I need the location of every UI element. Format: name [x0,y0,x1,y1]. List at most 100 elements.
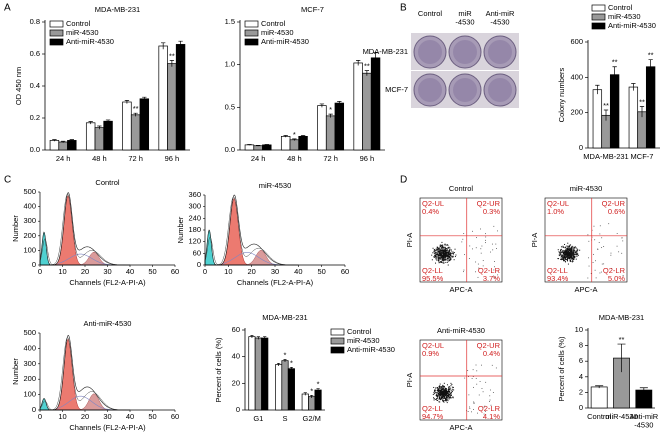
quadrant-name: Q2-UL [547,199,569,208]
s-phase [57,253,117,266]
dot [438,401,440,403]
dot [450,255,452,257]
dot [444,389,446,391]
dot [440,393,442,395]
error-bar [277,362,281,366]
y-tick-label: 300 [23,216,36,225]
dot [570,250,572,252]
well-inner [488,40,512,64]
dot [449,256,451,258]
dot [475,271,477,273]
dot [446,402,448,404]
dot [480,228,481,230]
y-tick-label: 0 [197,260,201,269]
dot [567,256,569,258]
dot [608,223,610,225]
dot [443,389,445,391]
dot [564,257,566,259]
dot [572,257,574,259]
dot [444,248,446,250]
dot [567,242,569,244]
dot [443,246,445,248]
dot [565,254,567,256]
dot [445,399,447,401]
dot [447,254,449,256]
significance: * [317,380,320,389]
y-tick-label: 1.5 [225,17,235,26]
x-tick-label: 24 h [251,154,266,163]
dot [442,395,444,397]
x-tick-label: 50 [317,267,325,276]
dot [446,394,448,396]
dot [440,246,442,248]
dot [442,254,444,256]
dot [622,275,624,276]
dot [442,393,444,395]
dot [444,247,446,249]
dot [444,257,446,259]
dot [445,250,447,252]
dot [439,247,441,249]
plot-frame [419,197,503,283]
dot [434,391,436,393]
dot [442,252,444,254]
error-bar [300,135,306,138]
dot [568,250,570,252]
bar [158,45,168,151]
dot [439,391,441,393]
dot [448,394,450,396]
dot [492,392,494,393]
dot [569,252,571,254]
x-axis-label: Channels (FL2-A-PI-A) [237,278,314,287]
dot [568,244,570,246]
dot [439,396,441,398]
dot [444,254,446,256]
dot [570,253,572,255]
legend-label: Anti-miR-4530 [347,345,395,354]
error-bar [283,135,288,138]
legend-swatch [244,29,259,37]
dot [448,257,450,259]
x-tick-label: 60 [171,267,179,276]
dot [442,257,444,259]
dot [438,385,440,387]
bar [609,74,620,149]
dot [558,252,560,254]
dot [439,257,441,259]
dot [436,394,438,396]
dot [572,245,574,247]
dot [439,252,441,254]
dot [564,251,566,253]
dot [433,251,435,253]
dot [434,393,436,395]
significance: * [290,358,293,367]
dot [489,399,491,401]
dot [573,256,575,258]
bar [635,389,653,409]
dot [435,252,437,254]
dot [452,252,454,254]
dot [496,248,497,249]
g1-peak [218,198,252,266]
x-tick-label: 10 [58,412,66,421]
error-bar [256,336,260,340]
dot [447,389,449,391]
dot [450,257,452,259]
dot [443,399,445,401]
dot [562,252,564,254]
x-tick-label: 30 [103,412,111,421]
column-label: miR -4530 [455,9,474,26]
chart-title: MDA-MB-231 [262,313,307,322]
dot [567,247,569,249]
dot [440,390,442,392]
dot [560,258,562,260]
dot [435,253,437,255]
dot [445,396,447,398]
dot [437,254,439,256]
dot [574,256,576,258]
significance: * [293,130,296,139]
y-tick-label: 300 [23,359,36,368]
dot [444,252,446,254]
dot [445,250,447,252]
dot [603,246,605,247]
